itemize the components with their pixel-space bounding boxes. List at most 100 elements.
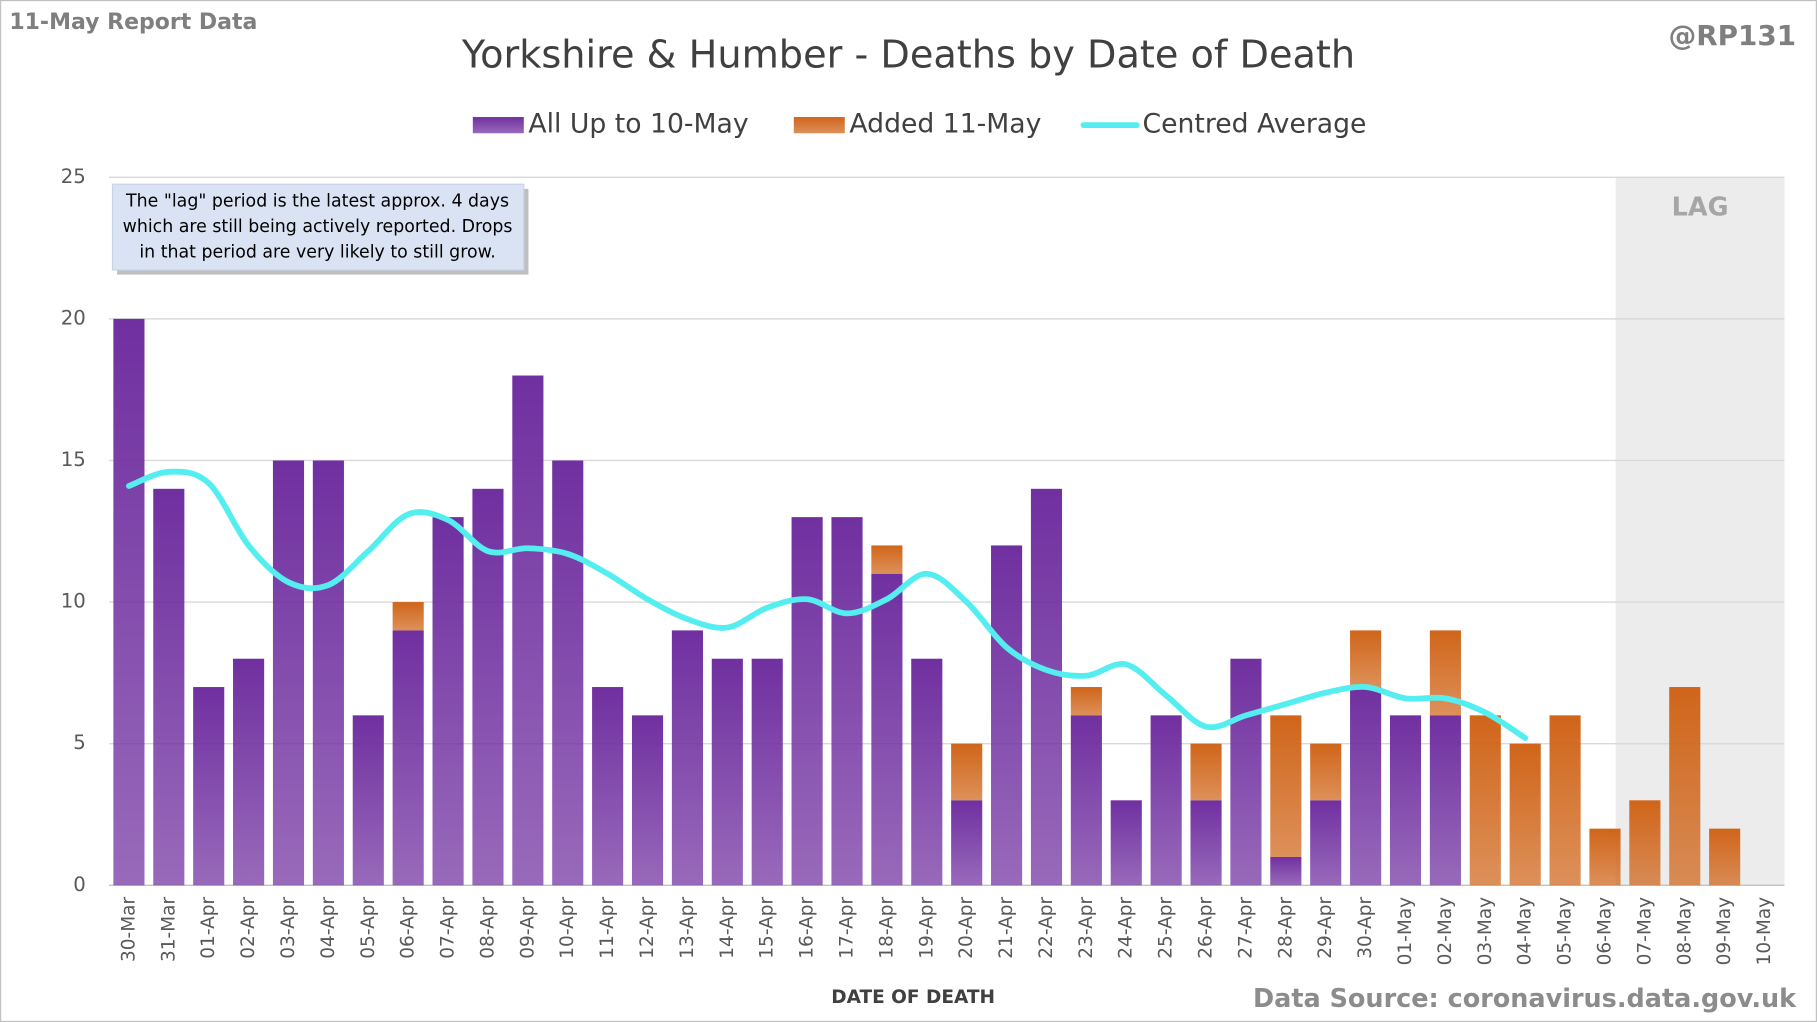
- bar: [1310, 800, 1342, 886]
- bar: [592, 687, 624, 886]
- bar: [1110, 800, 1142, 886]
- bar: [1350, 687, 1382, 886]
- x-tick-label: 19-Apr: [916, 896, 937, 958]
- x-axis-label: DATE OF DEATH: [831, 987, 995, 1008]
- x-tick-label: 02-Apr: [238, 896, 259, 958]
- y-tick-label: 10: [61, 590, 86, 613]
- x-tick-label: 29-Apr: [1315, 896, 1336, 958]
- y-tick-label: 20: [61, 306, 86, 329]
- y-tick-label: 5: [73, 731, 86, 754]
- legend-swatch: [472, 117, 524, 134]
- x-tick-label: 15-Apr: [757, 896, 778, 958]
- bar: [671, 630, 703, 886]
- bar: [1270, 715, 1302, 857]
- x-tick-label: 01-May: [1395, 897, 1416, 966]
- bar: [751, 658, 783, 886]
- annotation-text: The "lag" period is the latest approx. 4…: [125, 192, 509, 212]
- x-tick-label: 06-Apr: [398, 896, 419, 958]
- bar: [791, 517, 823, 886]
- bar: [1270, 856, 1302, 886]
- bar: [1509, 743, 1541, 886]
- x-tick-label: 09-May: [1714, 897, 1735, 966]
- x-tick-label: 16-Apr: [797, 896, 818, 958]
- x-tick-label: 23-Apr: [1076, 896, 1097, 958]
- x-tick-label: 12-Apr: [637, 896, 658, 958]
- bar: [1429, 715, 1461, 886]
- x-tick-label: 06-May: [1594, 897, 1615, 966]
- bar: [951, 800, 983, 886]
- x-tick-label: 17-Apr: [837, 896, 858, 958]
- bar: [1709, 828, 1741, 886]
- bar: [1669, 687, 1701, 886]
- x-tick-label: 24-Apr: [1116, 896, 1137, 958]
- x-tick-label: 07-Apr: [438, 896, 459, 958]
- x-tick-label: 28-Apr: [1275, 896, 1296, 958]
- bar: [1190, 800, 1222, 886]
- x-tick-label: 03-Apr: [278, 896, 299, 958]
- x-tick-label: 07-May: [1634, 897, 1655, 966]
- x-tick-label: 10-May: [1754, 897, 1775, 966]
- legend-label: Centred Average: [1143, 109, 1367, 140]
- x-tick-label: 25-Apr: [1156, 896, 1177, 958]
- bar: [392, 630, 424, 886]
- x-tick-label: 11-Apr: [597, 896, 618, 958]
- x-tick-label: 04-May: [1515, 897, 1536, 966]
- bar: [991, 545, 1023, 886]
- average-line: [126, 468, 1529, 741]
- bar: [432, 517, 464, 886]
- bar: [1190, 743, 1222, 801]
- x-tick-label: 09-Apr: [517, 896, 538, 958]
- bar: [1030, 488, 1063, 886]
- annotation-text: which are still being actively reported.…: [123, 217, 513, 237]
- bar: [631, 715, 664, 886]
- bar: [392, 602, 424, 631]
- bar: [711, 658, 743, 886]
- y-tick-label: 0: [73, 873, 86, 896]
- bar: [552, 460, 584, 886]
- bar: [1070, 715, 1102, 886]
- bar: [113, 318, 145, 886]
- x-tick-label: 05-May: [1555, 897, 1576, 966]
- header-right: @RP131: [1668, 19, 1796, 52]
- x-tick-label: 30-Apr: [1355, 896, 1376, 958]
- bar: [1469, 715, 1501, 886]
- x-tick-label: 26-Apr: [1196, 896, 1217, 958]
- bar: [233, 658, 265, 886]
- bar: [871, 545, 903, 574]
- bar: [1070, 687, 1102, 716]
- x-tick-label: 27-Apr: [1235, 896, 1256, 958]
- x-tick-label: 01-Apr: [198, 896, 219, 958]
- x-tick-label: 14-Apr: [717, 896, 738, 958]
- bar: [153, 488, 185, 886]
- bar: [1230, 658, 1262, 886]
- y-tick-label: 15: [61, 448, 86, 471]
- x-tick-label: 05-Apr: [358, 896, 379, 958]
- legend-label: All Up to 10-May: [528, 109, 748, 140]
- bar: [1389, 715, 1422, 886]
- bar: [1150, 715, 1182, 886]
- x-tick-label: 08-Apr: [477, 896, 498, 958]
- x-tick-label: 20-Apr: [956, 896, 977, 958]
- bar: [512, 375, 544, 886]
- x-tick-label: 31-Mar: [158, 896, 179, 962]
- legend-label: Added 11-May: [849, 109, 1041, 140]
- bar: [1310, 743, 1342, 801]
- legend-swatch: [793, 117, 845, 134]
- bar: [1350, 630, 1382, 688]
- bar: [272, 460, 305, 886]
- y-tick-label: 25: [61, 165, 86, 188]
- chart-title: Yorkshire & Humber - Deaths by Date of D…: [461, 33, 1355, 77]
- bar: [831, 517, 863, 886]
- bar: [1629, 800, 1661, 886]
- x-tick-label: 30-Mar: [118, 896, 139, 962]
- x-tick-label: 21-Apr: [996, 896, 1017, 958]
- bar: [1549, 715, 1581, 886]
- bar: [193, 687, 225, 886]
- x-tick-label: 03-May: [1475, 897, 1496, 966]
- x-tick-label: 02-May: [1435, 897, 1456, 966]
- bar: [951, 743, 983, 801]
- x-tick-label: 18-Apr: [876, 896, 897, 958]
- annotation-text: in that period are very likely to still …: [139, 243, 495, 263]
- lag-label: LAG: [1672, 193, 1729, 223]
